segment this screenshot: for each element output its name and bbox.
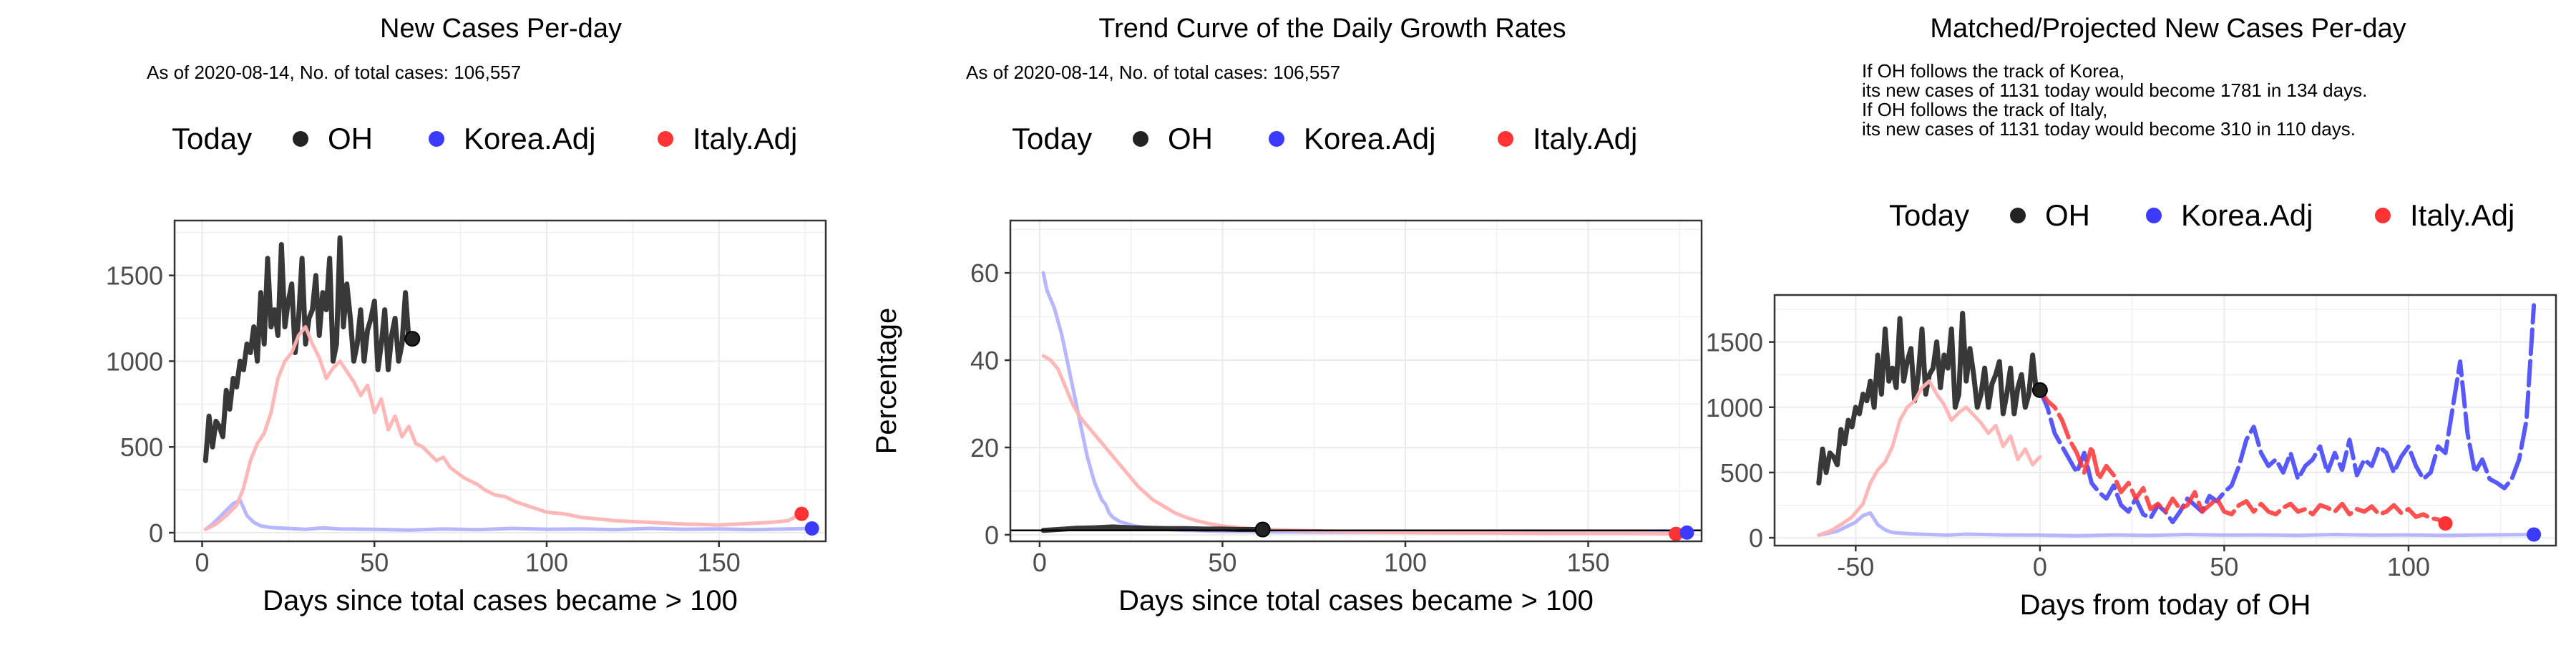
legend-key-korea: [429, 131, 444, 147]
y-tick-label: 1000: [1706, 393, 1763, 422]
x-axis-label: Days from today of OH: [2020, 589, 2311, 621]
series-line-italy-faded: [203, 325, 804, 531]
today-point-oh: [2031, 382, 2048, 398]
y-tick-label: 0: [149, 518, 163, 548]
y-tick-label: 0: [985, 521, 999, 550]
legend-key-oh: [2010, 208, 2026, 223]
today-point-italy: [2438, 516, 2453, 531]
legend-title: Today: [1012, 122, 1092, 155]
legend-label-italy: Italy.Adj: [1533, 122, 1637, 155]
y-tick-label: 0: [1749, 523, 1763, 553]
grid: [1010, 221, 1702, 541]
x-tick-label: 0: [2033, 552, 2047, 581]
today-point-korea: [2527, 527, 2542, 542]
series-line-italy-dashed: [2037, 387, 2448, 526]
legend-label-oh: OH: [2045, 198, 2090, 232]
panel-border: [1773, 294, 2557, 547]
y-tick-label: 60: [970, 258, 999, 288]
legend-key-italy: [1498, 131, 1513, 147]
x-tick-label: 50: [2210, 552, 2238, 581]
series-line-italy-faded: [1041, 354, 1678, 536]
x-tick-label: -50: [1837, 552, 1874, 581]
chart-subtitle-line: If OH follows the track of Korea,: [1862, 60, 2124, 82]
x-axis-label: Days since total cases became > 100: [263, 585, 738, 616]
x-tick-label: 0: [195, 548, 210, 577]
series-line-oh-solid: [1816, 311, 2043, 485]
series-group: [1816, 303, 2537, 538]
legend: Today OH Korea.Adj Italy.Adj: [172, 122, 797, 155]
today-point-korea: [804, 521, 819, 536]
legend-label-korea: Korea.Adj: [464, 122, 595, 155]
legend-label-korea: Korea.Adj: [1304, 122, 1435, 155]
legend-key-oh: [293, 131, 308, 147]
chart-subtitle-line: its new cases of 1131 today would become…: [1862, 118, 2356, 140]
chart-title: Trend Curve of the Daily Growth Rates: [1098, 14, 1566, 44]
legend-label-italy: Italy.Adj: [2410, 198, 2514, 232]
series-group: [203, 235, 814, 532]
legend-label-korea: Korea.Adj: [2181, 198, 2313, 232]
y-tick-label: 1000: [106, 347, 163, 376]
legend-label-italy: Italy.Adj: [693, 122, 797, 155]
chart-subtitle-line: As of 2020-08-14, No. of total cases: 10…: [966, 62, 1340, 83]
today-point-italy: [1669, 526, 1684, 541]
y-tick-label: 500: [120, 432, 163, 462]
series-line-oh-solid: [1040, 524, 1266, 533]
legend-title: Today: [1889, 198, 1969, 232]
y-tick-label: 40: [970, 346, 999, 375]
today-point-oh: [1254, 521, 1271, 538]
panel-border: [1009, 219, 1703, 543]
y-tick-label: 1500: [1706, 328, 1763, 357]
legend-label-oh: OH: [1168, 122, 1213, 155]
x-axis-label: Days since total cases became > 100: [1118, 585, 1594, 616]
series-line-oh-solid: [203, 235, 415, 463]
series-line-korea-dashed: [2037, 303, 2537, 525]
legend-key-korea: [2146, 208, 2162, 223]
today-point-oh: [404, 331, 421, 347]
x-tick-label: 50: [1208, 548, 1236, 577]
grid: [175, 221, 826, 541]
chart-title: New Cases Per-day: [380, 14, 622, 44]
chart-subtitle-line: As of 2020-08-14, No. of total cases: 10…: [147, 62, 521, 83]
y-tick-label: 1500: [106, 261, 163, 291]
series-group: [1010, 271, 1702, 536]
x-tick-label: 50: [360, 548, 389, 577]
legend: Today OH Korea.Adj Italy.Adj: [1012, 122, 1637, 155]
today-point-italy: [794, 506, 809, 521]
panel-growth-rates: Trend Curve of the Daily Growth Rates As …: [871, 14, 1703, 616]
series-line-italy-faded: [1817, 379, 2042, 537]
x-tick-label: 100: [525, 548, 568, 577]
y-tick-label: 500: [1720, 458, 1763, 488]
x-tick-label: 150: [698, 548, 741, 577]
chart-subtitle-line: If OH follows the track of Italy,: [1862, 99, 2107, 120]
legend-key-italy: [2375, 208, 2391, 223]
legend-key-italy: [658, 131, 673, 147]
legend-key-oh: [1133, 131, 1148, 147]
chart-title: Matched/Projected New Cases Per-day: [1930, 14, 2406, 44]
today-point-korea: [1679, 525, 1694, 540]
grid: [1775, 295, 2556, 546]
series-line-korea-faded: [1817, 511, 2536, 538]
panel-new-cases: New Cases Per-day As of 2020-08-14, No. o…: [106, 14, 827, 616]
x-tick-label: 100: [1384, 548, 1427, 577]
legend-title: Today: [172, 122, 252, 155]
legend: Today OH Korea.Adj Italy.Adj: [1889, 198, 2514, 232]
panel-matched-projected: Matched/Projected New Cases Per-day If OH…: [1706, 14, 2557, 621]
series-line-korea-faded: [1041, 271, 1689, 535]
x-tick-label: 100: [2387, 552, 2430, 581]
x-tick-label: 0: [1033, 548, 1047, 577]
legend-label-oh: OH: [328, 122, 373, 155]
y-tick-label: 20: [970, 433, 999, 463]
y-axis-label: Percentage: [871, 308, 902, 455]
panel-border: [173, 219, 827, 543]
legend-key-korea: [1269, 131, 1284, 147]
chart-subtitle-line: its new cases of 1131 today would become…: [1862, 79, 2367, 101]
x-tick-label: 150: [1567, 548, 1610, 577]
